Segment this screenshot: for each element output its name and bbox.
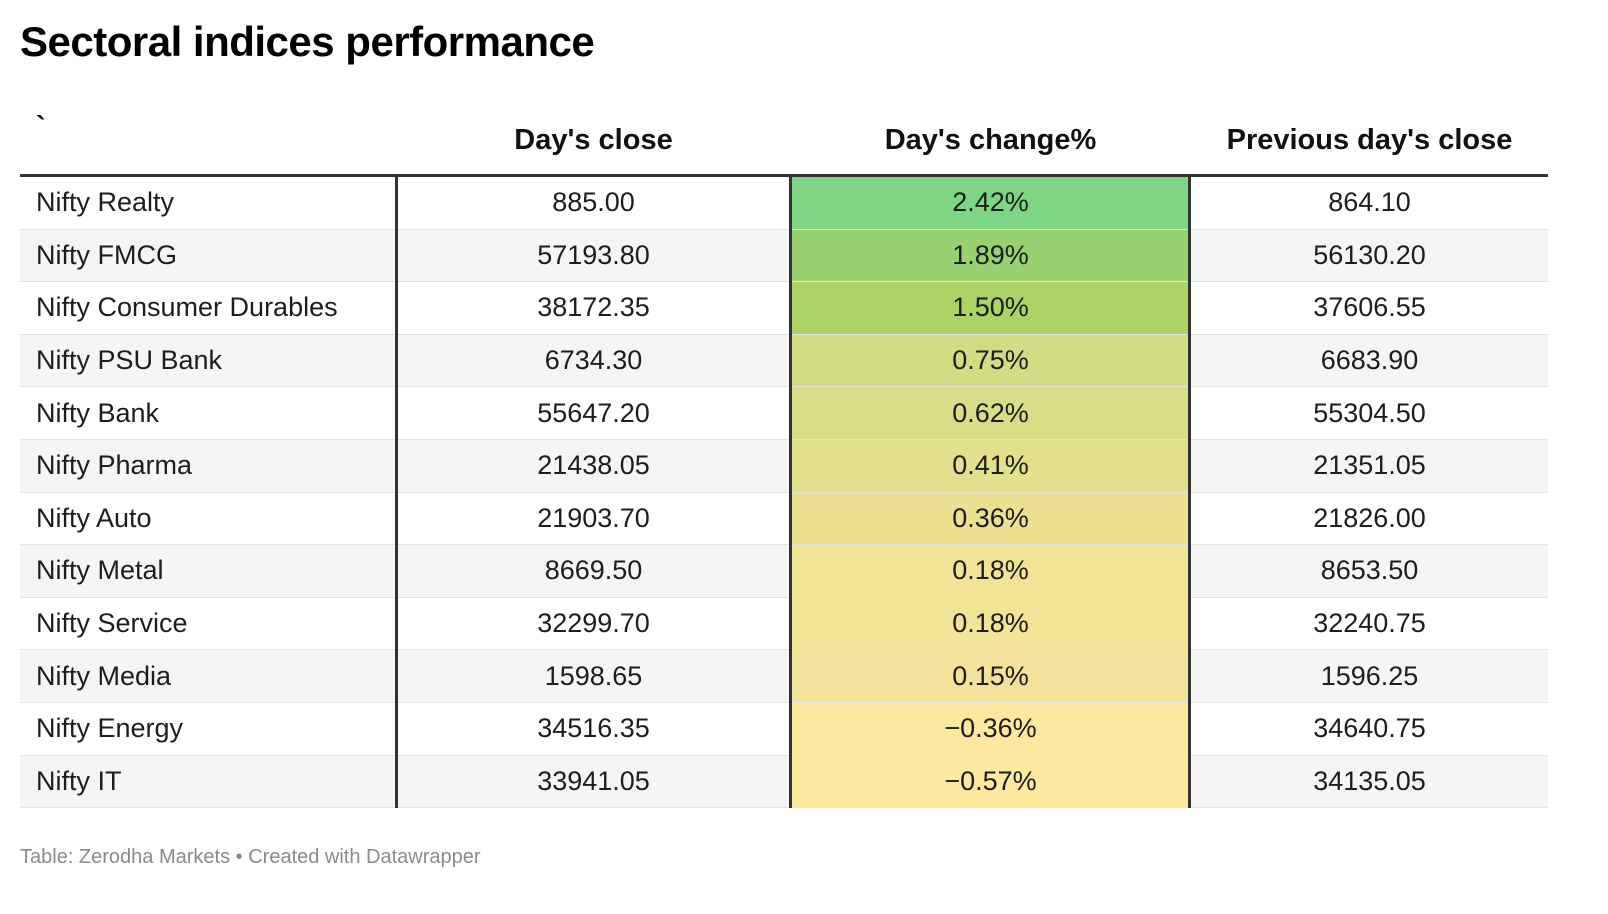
cell-index-name: Nifty Bank	[36, 397, 160, 428]
cell-index-name: Nifty PSU Bank	[36, 345, 223, 376]
cell-days-close: 6734.30	[544, 345, 643, 376]
cell-index-name: Nifty FMCG	[36, 239, 177, 270]
table-row: Nifty Metal 8669.50 0.18% 8653.50	[20, 545, 1548, 598]
cell-days-close: 38172.35	[537, 292, 650, 323]
cell-days-close: 8669.50	[544, 555, 643, 586]
cell-prev-close: 32240.75	[1313, 608, 1426, 639]
table-row: Nifty PSU Bank 6734.30 0.75% 6683.90	[20, 334, 1548, 388]
table-row: Nifty Realty 885.00 2.42% 864.10	[20, 177, 1548, 230]
table-row: Nifty Consumer Durables 38172.35 1.50% 3760…	[20, 282, 1548, 335]
cell-days-change: 0.15%	[792, 650, 1189, 702]
header-days-close: Day's close	[514, 124, 673, 156]
table-row: Nifty Media 1598.65 0.15% 1596.25	[20, 650, 1548, 703]
column-divider	[1188, 177, 1191, 808]
cell-days-change: 0.62%	[792, 387, 1189, 439]
cell-prev-close: 21351.05	[1313, 450, 1426, 481]
cell-index-name: Nifty Auto	[36, 502, 152, 533]
cell-days-change: 0.36%	[792, 492, 1189, 545]
cell-index-name: Nifty Service	[36, 608, 188, 639]
source-footer: Table: Zerodha Markets • Created with Da…	[20, 846, 481, 868]
cell-days-close: 21438.05	[537, 450, 650, 481]
cell-index-name: Nifty Media	[36, 660, 172, 691]
cell-days-change: 0.18%	[792, 545, 1189, 597]
cell-days-change: 0.18%	[792, 597, 1189, 650]
table-body: Nifty Realty 885.00 2.42% 864.10 Nifty FMCG 5…	[20, 177, 1548, 809]
cell-days-change: 0.75%	[792, 334, 1189, 387]
header-name: `	[36, 111, 46, 143]
cell-days-change: −0.57%	[792, 755, 1189, 808]
table-row: Nifty Service 32299.70 0.18% 32240.75	[20, 597, 1548, 651]
cell-index-name: Nifty Consumer Durables	[36, 292, 338, 323]
chart-title: Sectoral indices performance	[20, 18, 595, 65]
cell-index-name: Nifty Metal	[36, 555, 164, 586]
table-row: Nifty Energy 34516.35 −0.36% 34640.75	[20, 702, 1548, 756]
cell-index-name: Nifty IT	[36, 765, 122, 796]
cell-index-name: Nifty Realty	[36, 187, 175, 218]
cell-days-change: 0.41%	[792, 439, 1189, 492]
cell-days-close: 33941.05	[537, 765, 650, 796]
cell-prev-close: 34135.05	[1313, 765, 1426, 796]
cell-prev-close: 21826.00	[1313, 502, 1426, 533]
header-days-change: Day's change%	[884, 124, 1097, 156]
column-divider	[789, 177, 792, 808]
table-row: Nifty Auto 21903.70 0.36% 21826.00	[20, 492, 1548, 546]
cell-days-close: 55647.20	[537, 397, 650, 428]
cell-prev-close: 37606.55	[1313, 292, 1426, 323]
cell-days-close: 1598.65	[544, 660, 643, 691]
cell-days-close: 34516.35	[537, 713, 650, 744]
sector-table: ` Day's close Day's change% Previous day…	[20, 112, 1548, 809]
cell-prev-close: 55304.50	[1313, 397, 1426, 428]
cell-index-name: Nifty Energy	[36, 713, 184, 744]
cell-days-close: 21903.70	[537, 502, 650, 533]
table-row: Nifty IT 33941.05 −0.57% 34135.05	[20, 755, 1548, 809]
cell-days-change: −0.36%	[792, 702, 1189, 755]
cell-prev-close: 864.10	[1328, 187, 1411, 218]
table-row: Nifty FMCG 57193.80 1.89% 56130.20	[20, 229, 1548, 283]
cell-prev-close: 34640.75	[1313, 713, 1426, 744]
table-row: Nifty Pharma 21438.05 0.41% 21351.05	[20, 439, 1548, 493]
cell-index-name: Nifty Pharma	[36, 450, 193, 481]
cell-days-change: 2.42%	[792, 177, 1189, 229]
cell-days-change: 1.89%	[792, 229, 1189, 282]
cell-prev-close: 56130.20	[1313, 239, 1426, 270]
header-prev-close: Previous day's close	[1226, 124, 1513, 156]
cell-days-close: 32299.70	[537, 608, 650, 639]
cell-days-close: 57193.80	[537, 239, 650, 270]
cell-prev-close: 6683.90	[1320, 345, 1419, 376]
column-divider	[395, 177, 398, 808]
cell-prev-close: 8653.50	[1320, 555, 1419, 586]
cell-days-close: 885.00	[552, 187, 635, 218]
table-header: ` Day's close Day's change% Previous day…	[20, 112, 1548, 177]
cell-prev-close: 1596.25	[1320, 660, 1419, 691]
table-row: Nifty Bank 55647.20 0.62% 55304.50	[20, 387, 1548, 440]
cell-days-change: 1.50%	[792, 282, 1189, 334]
